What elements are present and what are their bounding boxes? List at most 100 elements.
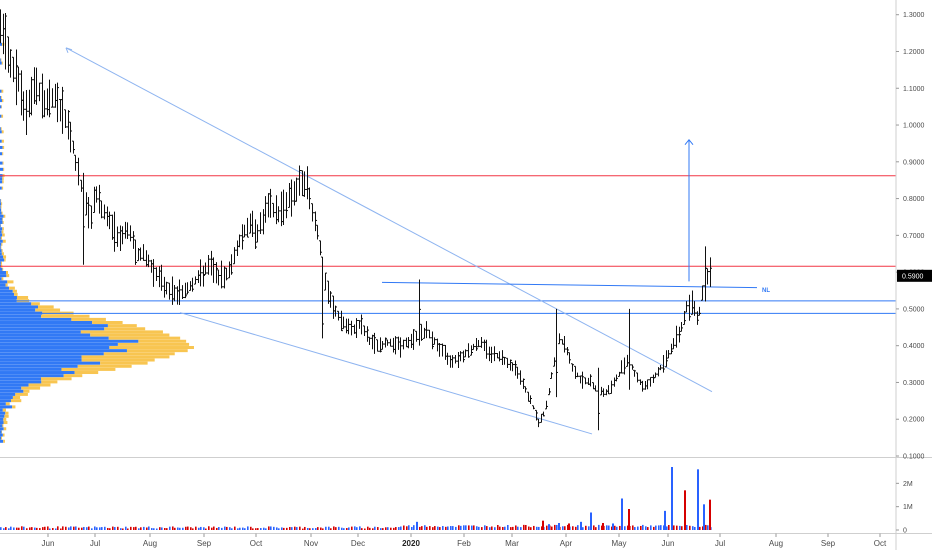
volume-tick-label: 2M [903,481,913,488]
profile-row-up [0,402,6,406]
volume-bar [341,527,343,530]
volume-bar [281,527,283,530]
volume-bar [486,526,488,530]
profile-row-up [0,305,39,309]
profile-row-up [0,233,3,237]
volume-spike [558,523,560,530]
neckline-label: NL [762,288,770,294]
profile-row-up [0,255,4,259]
volume-bars [0,467,712,530]
volume-bar [335,527,337,530]
time-tick-label: Aug [769,539,783,548]
profile-row-down [9,286,15,290]
volume-bar [3,528,5,530]
volume-bar [135,526,137,530]
profile-row-up [0,289,13,293]
price-tick-label: 0.2000 [903,417,925,424]
profile-row-down [23,389,30,393]
volume-bar [465,525,467,530]
profile-row-up [0,436,2,440]
profile-row-up [0,242,2,246]
volume-bar [507,524,509,530]
volume-bar [393,527,395,530]
profile-row-down [2,239,6,243]
volume-bar [143,526,145,530]
volume-bar [309,528,311,530]
profile-row-down [1,139,4,143]
profile-row-up [0,324,108,328]
volume-bar [398,527,400,530]
time-tick-label: Oct [874,539,887,548]
profile-row-up [0,99,2,103]
profile-row-down [3,167,5,171]
volume-bar [270,526,272,530]
profile-row-up [0,405,13,409]
time-tick-label: Nov [304,539,318,548]
profile-row-down [5,402,10,406]
profile-row-up [0,296,17,300]
volume-bar [663,525,665,530]
profile-row-down [1,202,3,206]
volume-bar [216,527,218,530]
profile-row-down [90,333,170,337]
profile-row-up [0,433,3,437]
volume-bar [536,526,538,530]
volume-bar [60,528,62,530]
last-price-badge [897,269,932,282]
volume-bar [140,527,142,530]
price-tick-label: 0.1000 [903,454,925,461]
volume-bar [520,527,522,530]
volume-bar [107,527,109,530]
volume-bar [372,528,374,530]
volume-bar [218,527,220,530]
volume-bar [177,527,179,530]
volume-bar [185,526,187,530]
profile-row-down [81,355,170,359]
profile-row-down [107,324,137,328]
time-tick-label: Jun [42,539,55,548]
volume-bar [195,526,197,530]
profile-row-up [0,380,42,384]
profile-row-down [5,411,9,415]
volume-bar [367,526,369,530]
volume-bar [161,527,163,530]
volume-bar [78,527,80,530]
trendlines[interactable] [65,47,758,435]
volume-bar [387,527,389,530]
volume-bar [432,527,434,530]
profile-row-down [2,161,4,165]
profile-row-up [0,42,3,46]
volume-bar [601,525,603,530]
profile-row-down [0,58,2,62]
volume-bar [653,526,655,530]
volume-tick-label: 1M [903,504,913,511]
volume-bar [632,525,634,530]
volume-bar [515,525,517,530]
volume-bar [73,526,75,530]
volume-bar [5,527,7,530]
volume-bar [346,528,348,530]
volume-bar [452,526,454,530]
volume-bar [286,527,288,530]
time-tick-label: Jun [662,539,675,548]
profile-row-up [0,208,2,212]
time-tick-label: Jul [715,539,725,548]
profile-row-down [117,342,190,346]
profile-row-down [3,255,7,259]
volume-bar [567,524,569,530]
profile-row-down [0,127,2,131]
volume-bar [442,526,444,530]
profile-row-up [0,280,8,284]
profile-row-up [0,214,4,218]
volume-bar [512,526,514,530]
volume-bar [429,526,431,530]
volume-bar [478,526,480,530]
profile-row-down [7,280,14,284]
profile-row-down [2,220,4,224]
horizontal-levels[interactable] [0,175,896,314]
volume-bar [174,527,176,530]
volume-bar [424,525,426,530]
volume-bar [153,528,155,530]
volume-bar [179,527,181,530]
